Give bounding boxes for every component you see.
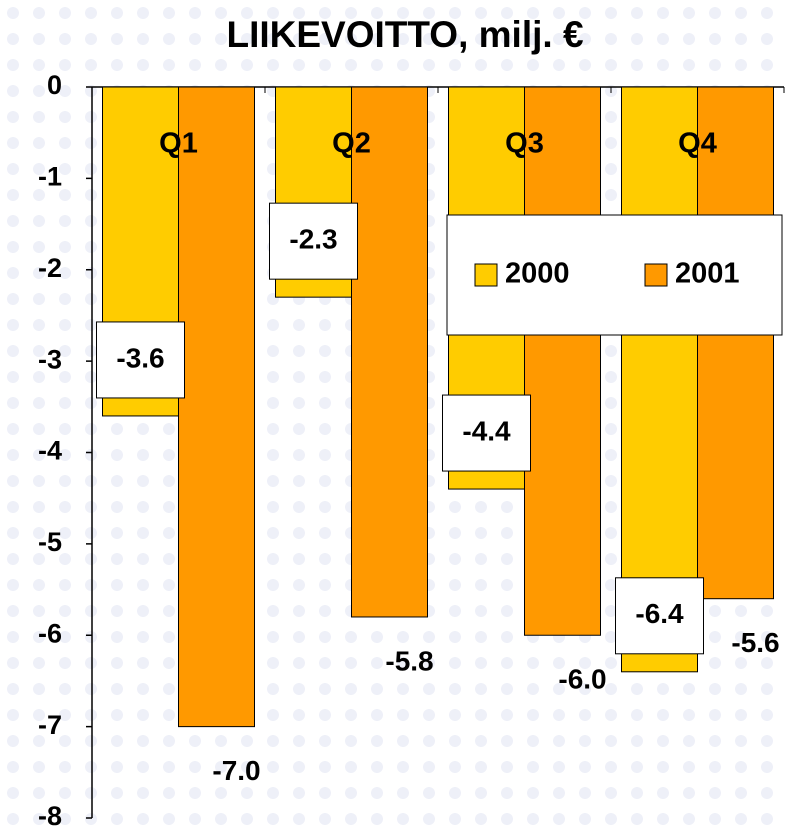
category-label: Q2 [332, 128, 371, 160]
data-label: -6.0 [558, 664, 606, 695]
legend-label: 2001 [675, 258, 740, 290]
bar [351, 86, 428, 618]
bar [697, 86, 774, 600]
data-label-box [615, 577, 704, 655]
category-label: Q3 [505, 128, 544, 160]
y-tick-label: -4 [38, 436, 62, 466]
data-label-box [442, 394, 531, 472]
data-label-box [269, 202, 358, 280]
y-tick-label: -7 [38, 710, 62, 740]
data-label: -3.6 [116, 342, 164, 373]
legend-box [446, 214, 783, 336]
y-tick-label: -2 [38, 253, 62, 283]
data-label: -6.4 [635, 598, 684, 629]
legend-swatch [474, 263, 498, 287]
legend-label: 2000 [505, 258, 570, 290]
y-tick-label: -3 [38, 344, 62, 374]
y-tick-label: -1 [38, 162, 62, 192]
data-label: -5.8 [385, 645, 433, 676]
y-tick-label: -8 [38, 801, 62, 831]
legend-swatch [644, 263, 668, 287]
bar [621, 86, 698, 673]
y-tick-label: -5 [38, 527, 62, 557]
data-label: -4.4 [462, 415, 511, 446]
category-label: Q4 [678, 128, 717, 160]
category-label: Q1 [159, 128, 198, 160]
chart-title: LIIKEVOITTO, milj. € [226, 14, 583, 55]
bar [524, 86, 601, 636]
data-label-box [96, 321, 185, 399]
data-label: -7.0 [212, 755, 260, 786]
bar [178, 86, 255, 728]
data-label: -2.3 [289, 224, 337, 255]
data-label: -5.6 [731, 627, 779, 658]
y-tick-label: 0 [47, 70, 62, 100]
y-tick-label: -6 [38, 618, 62, 648]
